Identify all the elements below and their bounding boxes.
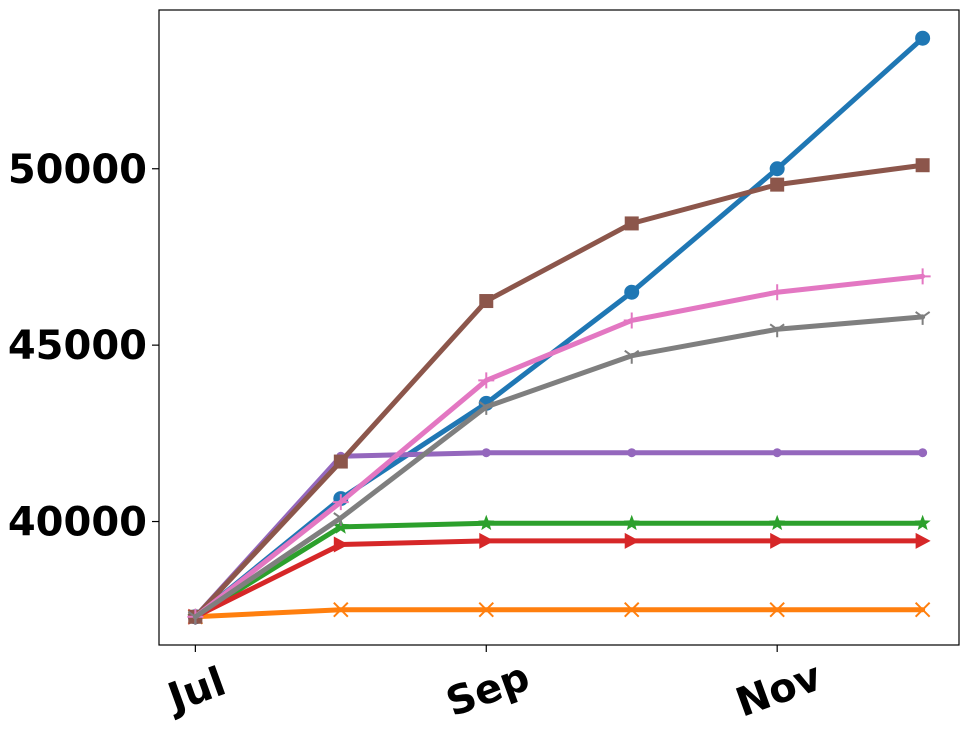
data-point: [478, 514, 495, 531]
data-point: [627, 448, 637, 458]
data-point: [772, 448, 782, 458]
data-point: [915, 158, 930, 173]
series-6: [188, 158, 930, 624]
data-point: [769, 284, 786, 301]
series-line: [192, 273, 926, 620]
data-point: [187, 610, 203, 625]
x-tick-label: Sep: [440, 654, 535, 726]
y-axis: 40000 45000 50000: [8, 147, 159, 546]
data-point: [481, 448, 491, 458]
data-point: [769, 514, 786, 531]
series-line: [192, 607, 926, 620]
data-point: [333, 454, 348, 469]
data-point: [914, 602, 931, 618]
data-point: [479, 532, 495, 549]
y-tick-label: 50000: [8, 147, 147, 193]
series-line: [192, 314, 926, 620]
series-2: [187, 602, 931, 625]
data-point: [624, 532, 640, 549]
series-line: [192, 520, 926, 620]
data-point: [623, 312, 640, 329]
data-point: [915, 532, 931, 549]
data-point: [624, 216, 639, 231]
series-layer: [187, 30, 931, 625]
x-axis: Jul Sep Nov: [160, 645, 828, 727]
data-point: [478, 602, 494, 618]
series-line: [192, 450, 926, 620]
data-point: [478, 372, 495, 389]
data-point: [624, 349, 640, 364]
data-point: [333, 536, 349, 553]
data-point: [478, 401, 494, 415]
data-point: [333, 512, 349, 526]
data-point: [769, 161, 785, 177]
data-point: [479, 294, 494, 309]
data-point: [769, 323, 785, 338]
data-point: [914, 514, 931, 531]
data-point: [770, 177, 785, 192]
data-point: [769, 602, 785, 618]
x-tick-label: Jul: [160, 659, 232, 723]
y-tick-label: 45000: [8, 323, 147, 369]
data-point: [332, 494, 349, 511]
series-line: [192, 538, 926, 620]
series-7: [187, 268, 931, 625]
series-8: [187, 311, 931, 625]
data-point: [624, 602, 640, 618]
data-point: [332, 518, 349, 534]
y-tick-label: 40000: [8, 500, 147, 546]
data-point: [770, 532, 786, 549]
data-point: [623, 514, 640, 531]
data-point: [918, 448, 928, 458]
data-point: [333, 602, 349, 618]
plot-area-frame: [158, 9, 960, 646]
data-point: [915, 311, 931, 325]
x-tick-label: Nov: [730, 654, 828, 727]
series-5: [190, 448, 928, 622]
data-point: [914, 268, 931, 285]
data-point: [915, 30, 931, 46]
series-line: [192, 162, 926, 620]
data-point: [624, 284, 640, 300]
